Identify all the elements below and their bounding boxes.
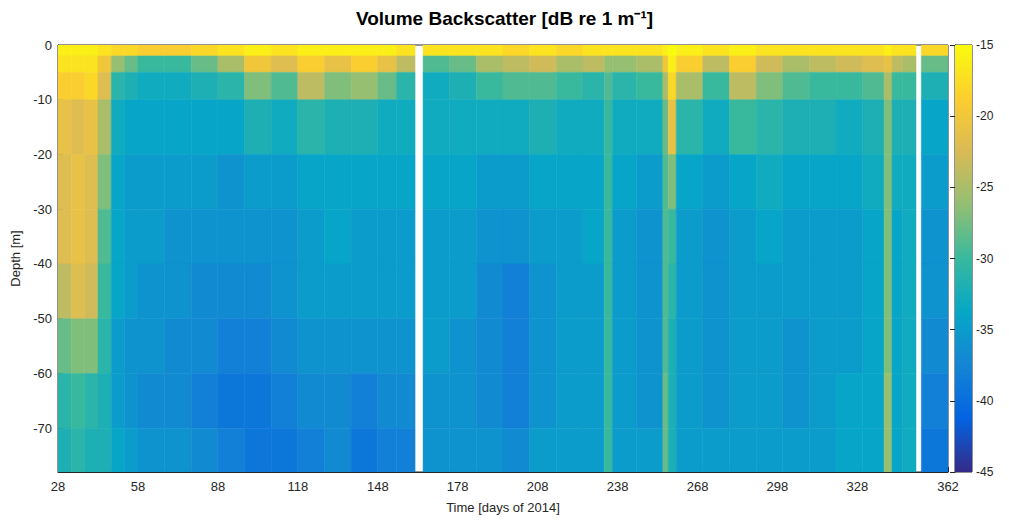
svg-text:Depth [m]: Depth [m] (8, 230, 23, 286)
svg-text:-25: -25 (976, 180, 994, 194)
svg-text:Volume Backscatter [dB re 1 m⁻: Volume Backscatter [dB re 1 m⁻¹] (356, 8, 653, 29)
svg-text:328: 328 (847, 479, 869, 494)
svg-text:-35: -35 (976, 323, 994, 337)
svg-text:-10: -10 (33, 92, 52, 107)
svg-text:208: 208 (527, 479, 549, 494)
svg-text:118: 118 (287, 479, 308, 494)
svg-text:-30: -30 (976, 252, 994, 266)
svg-text:58: 58 (131, 479, 145, 494)
svg-text:28: 28 (51, 479, 65, 494)
svg-text:Time [days of 2014]: Time [days of 2014] (446, 500, 560, 515)
svg-text:-30: -30 (33, 202, 52, 217)
svg-text:-70: -70 (33, 421, 52, 436)
svg-text:-20: -20 (33, 147, 52, 162)
svg-text:148: 148 (367, 479, 389, 494)
svg-text:0: 0 (45, 38, 52, 53)
svg-text:268: 268 (687, 479, 709, 494)
svg-text:298: 298 (767, 479, 789, 494)
svg-text:-20: -20 (976, 109, 994, 123)
svg-text:-15: -15 (976, 38, 994, 52)
svg-text:362: 362 (937, 479, 959, 494)
svg-text:-40: -40 (976, 394, 994, 408)
svg-text:-40: -40 (33, 256, 52, 271)
svg-text:-45: -45 (976, 465, 994, 479)
svg-text:-60: -60 (33, 366, 52, 381)
svg-text:-50: -50 (33, 311, 52, 326)
svg-text:88: 88 (211, 479, 225, 494)
svg-text:178: 178 (447, 479, 469, 494)
svg-text:238: 238 (607, 479, 629, 494)
